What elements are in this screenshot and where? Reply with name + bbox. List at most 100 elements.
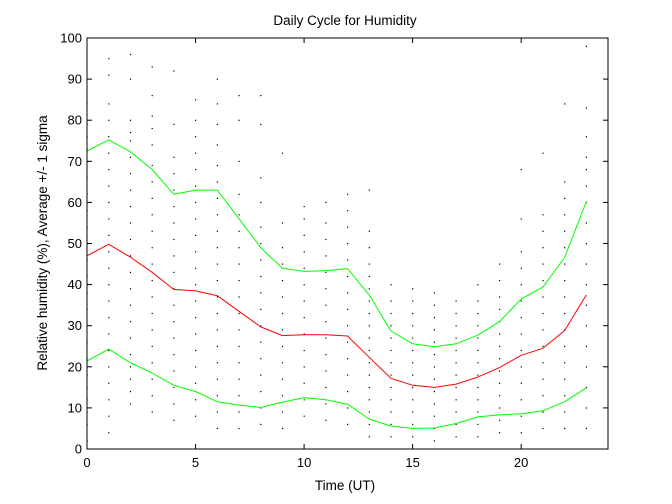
observation-point	[195, 99, 197, 101]
observation-point	[325, 386, 327, 389]
observation-point	[412, 436, 414, 438]
observation-point	[433, 329, 435, 331]
observation-point	[151, 280, 153, 282]
observation-point	[542, 247, 544, 249]
observation-point	[368, 349, 370, 352]
observation-point	[325, 304, 327, 306]
observation-point	[108, 234, 110, 236]
observation-point	[238, 214, 240, 216]
observation-point	[564, 181, 566, 183]
observation-point	[368, 423, 370, 425]
observation-point	[477, 284, 479, 286]
observation-point	[129, 238, 132, 241]
observation-point	[195, 119, 197, 121]
observation-point	[368, 399, 370, 401]
observation-point	[564, 411, 566, 413]
observation-point	[195, 251, 197, 253]
observation-point	[347, 423, 349, 425]
observation-point	[303, 349, 305, 352]
observation-point	[108, 415, 110, 417]
observation-point	[151, 263, 153, 265]
observation-point	[564, 345, 566, 347]
observation-point	[238, 247, 240, 249]
observation-point	[564, 214, 566, 216]
observation-point	[390, 284, 392, 286]
observation-point	[325, 321, 327, 323]
observation-point	[390, 300, 392, 302]
observation-point	[520, 284, 522, 286]
observation-point	[238, 263, 240, 265]
observation-point	[455, 374, 457, 376]
observation-point	[520, 432, 522, 434]
y-tick-label: 20	[68, 359, 82, 374]
observation-point	[520, 415, 522, 417]
observation-point	[281, 152, 284, 154]
y-tick-label: 50	[68, 236, 82, 251]
observation-point	[390, 325, 392, 327]
observation-point	[129, 255, 132, 257]
observation-point	[347, 391, 349, 393]
observation-point	[281, 345, 284, 347]
observation-point	[129, 271, 132, 273]
observation-point	[477, 411, 479, 413]
observation-point	[368, 247, 370, 249]
observation-point	[347, 275, 349, 278]
observation-point	[216, 103, 218, 105]
observation-point	[564, 280, 566, 282]
observation-point	[325, 337, 327, 339]
observation-point	[585, 427, 587, 430]
observation-point	[129, 304, 132, 306]
series-lines	[86, 139, 587, 429]
observation-point	[173, 173, 175, 175]
observation-point	[108, 251, 110, 253]
observation-point	[108, 152, 110, 154]
observation-point	[585, 222, 587, 224]
y-tick-label: 80	[68, 113, 82, 128]
observation-point	[520, 169, 522, 171]
observation-point	[433, 354, 435, 356]
observation-point	[108, 218, 110, 220]
observation-point	[433, 341, 435, 343]
observation-point	[173, 403, 175, 405]
observation-point	[129, 132, 132, 134]
observation-point	[477, 362, 479, 364]
observation-point	[260, 275, 262, 278]
observation-point	[390, 362, 392, 364]
observation-point	[347, 358, 349, 360]
y-tick-labels: 0 10 20 30 40 50 60 70 80 90 100	[60, 31, 82, 457]
observation-point	[238, 160, 240, 162]
observation-point	[412, 399, 414, 401]
observation-point	[173, 206, 175, 208]
observation-point	[151, 312, 153, 315]
observation-point	[585, 185, 587, 187]
observation-point	[303, 317, 305, 319]
observation-point	[281, 263, 284, 265]
observation-point	[433, 292, 435, 294]
observation-point	[390, 374, 392, 376]
observation-point	[281, 247, 284, 249]
observation-point	[412, 300, 414, 302]
observation-point	[368, 288, 370, 290]
observation-point	[477, 325, 479, 327]
observation-point	[585, 345, 587, 347]
observation-point	[173, 222, 175, 224]
observation-point	[129, 337, 132, 339]
observation-point	[129, 288, 132, 290]
observation-point	[499, 382, 501, 384]
observation-point	[433, 415, 435, 417]
observation-point	[542, 214, 544, 216]
observation-point	[585, 136, 587, 138]
observation-point	[325, 255, 327, 257]
observation-point	[151, 378, 153, 380]
lower-sigma-line	[86, 348, 587, 429]
observation-point	[412, 312, 414, 315]
observation-point	[325, 370, 327, 372]
observation-point	[173, 123, 175, 125]
observation-point	[281, 222, 284, 224]
observation-point	[585, 304, 587, 306]
observation-point	[368, 386, 370, 389]
observation-point	[195, 415, 197, 417]
observation-point	[216, 214, 218, 216]
observation-point	[195, 234, 197, 236]
